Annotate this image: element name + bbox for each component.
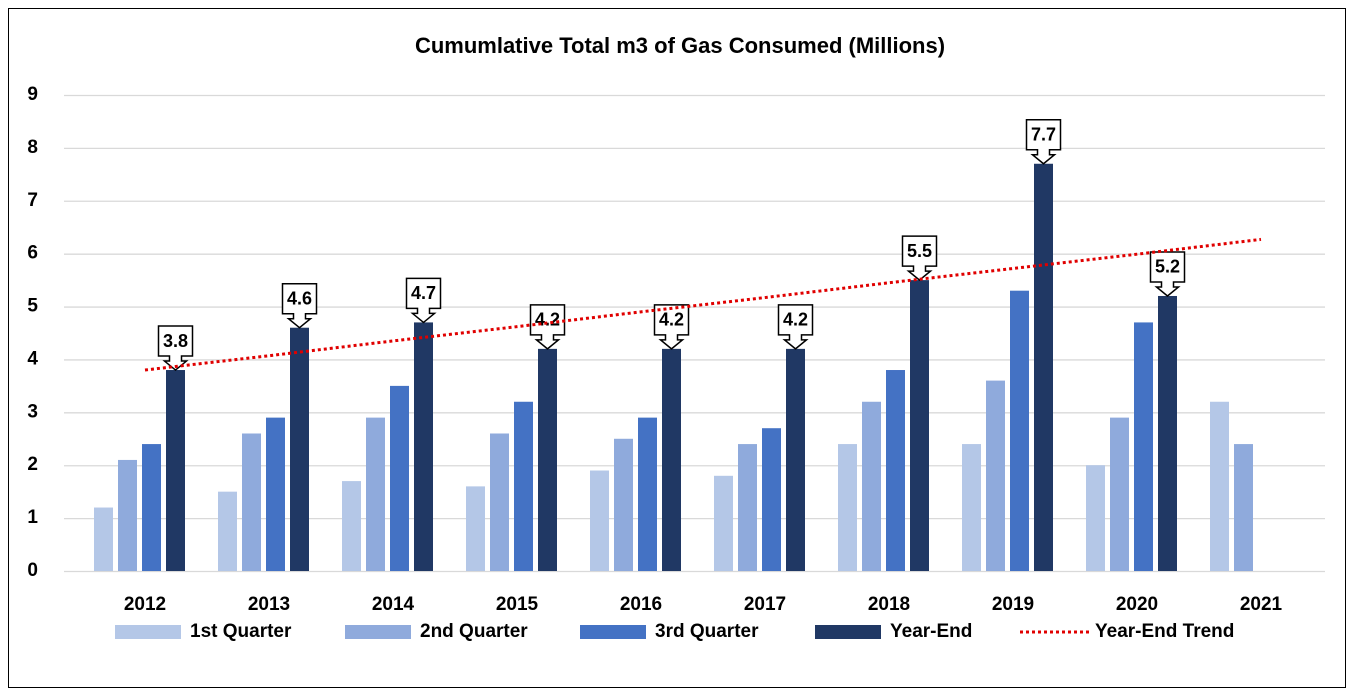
x-tick-label: 2020: [1116, 594, 1158, 615]
bar: [986, 380, 1005, 571]
data-label: 4.2: [783, 310, 808, 330]
data-label: 4.2: [535, 310, 560, 330]
bar: [838, 444, 857, 571]
bar: [738, 444, 757, 571]
legend-label: 1st Quarter: [190, 621, 292, 642]
data-label: 4.2: [659, 310, 684, 330]
bar: [1210, 401, 1229, 571]
chart-title: Cumumlative Total m3 of Gas Consumed (Mi…: [415, 33, 945, 58]
legend-label: 3rd Quarter: [655, 621, 759, 642]
y-tick-label: 4: [27, 348, 38, 369]
callout: [529, 304, 566, 350]
bar: [1010, 290, 1029, 571]
bar: [538, 348, 557, 571]
chart-border: [8, 8, 1346, 688]
bar: [218, 491, 237, 571]
x-tick-label: 2015: [496, 594, 539, 615]
bar: [266, 417, 285, 571]
bar: [342, 481, 361, 571]
callout: [653, 304, 690, 350]
x-tick-label: 2019: [992, 594, 1034, 615]
legend-swatch: [580, 625, 646, 639]
y-tick-label: 2: [27, 454, 38, 475]
bar: [242, 433, 261, 571]
bar: [862, 401, 881, 571]
bar: [662, 348, 681, 571]
bar: [390, 385, 409, 571]
x-tick-label: 2016: [620, 594, 662, 615]
bar: [166, 370, 185, 571]
data-label: 5.5: [907, 241, 932, 261]
data-label: 4.7: [411, 283, 436, 303]
y-tick-label: 0: [27, 560, 38, 581]
bar: [1110, 417, 1129, 571]
bar: [466, 486, 485, 571]
x-tick-label: 2021: [1240, 594, 1283, 615]
y-tick-label: 5: [27, 296, 38, 317]
callout: [405, 277, 442, 324]
bar: [142, 444, 161, 571]
callout: [777, 304, 814, 350]
bar: [94, 507, 113, 571]
callout: [281, 282, 318, 329]
bar: [714, 475, 733, 571]
y-tick-label: 3: [27, 401, 38, 422]
x-tick-label: 2017: [744, 594, 786, 615]
bar: [1086, 465, 1105, 571]
bar: [514, 401, 533, 571]
x-tick-label: 2014: [372, 594, 415, 615]
legend-label: Year-End Trend: [1095, 621, 1234, 642]
bar: [1234, 444, 1253, 571]
bar: [762, 428, 781, 571]
bar: [1134, 322, 1153, 571]
legend-swatch: [345, 625, 411, 639]
bar: [962, 444, 981, 571]
legend-label: 2nd Quarter: [420, 621, 528, 642]
data-label: 3.8: [163, 331, 188, 351]
bar: [786, 348, 805, 571]
callout: [1149, 251, 1186, 297]
bar: [1158, 295, 1177, 571]
y-tick-label: 7: [27, 190, 38, 211]
y-tick-label: 8: [27, 137, 38, 158]
x-tick-label: 2012: [124, 594, 166, 615]
trend-line: [144, 237, 1262, 372]
x-tick-label: 2013: [248, 594, 290, 615]
y-tick-label: 6: [27, 243, 38, 264]
callout: [901, 235, 938, 282]
legend-label: Year-End: [890, 621, 972, 642]
x-tick-label: 2018: [868, 594, 910, 615]
bar: [590, 470, 609, 571]
legend-swatch: [115, 625, 181, 639]
bar: [1034, 163, 1053, 571]
bar: [614, 438, 633, 571]
bar: [886, 370, 905, 571]
data-label: 4.6: [287, 288, 312, 308]
bar: [290, 327, 309, 571]
bar: [366, 417, 385, 571]
data-label: 7.7: [1031, 125, 1056, 145]
bar: [118, 459, 137, 571]
bar: [638, 417, 657, 571]
bar: [490, 433, 509, 571]
bar: [414, 322, 433, 571]
bar: [910, 280, 929, 571]
legend-swatch: [815, 625, 881, 639]
callout: [1025, 119, 1062, 165]
y-tick-label: 9: [27, 84, 38, 105]
data-label: 5.2: [1155, 257, 1180, 277]
y-tick-label: 1: [27, 507, 38, 528]
